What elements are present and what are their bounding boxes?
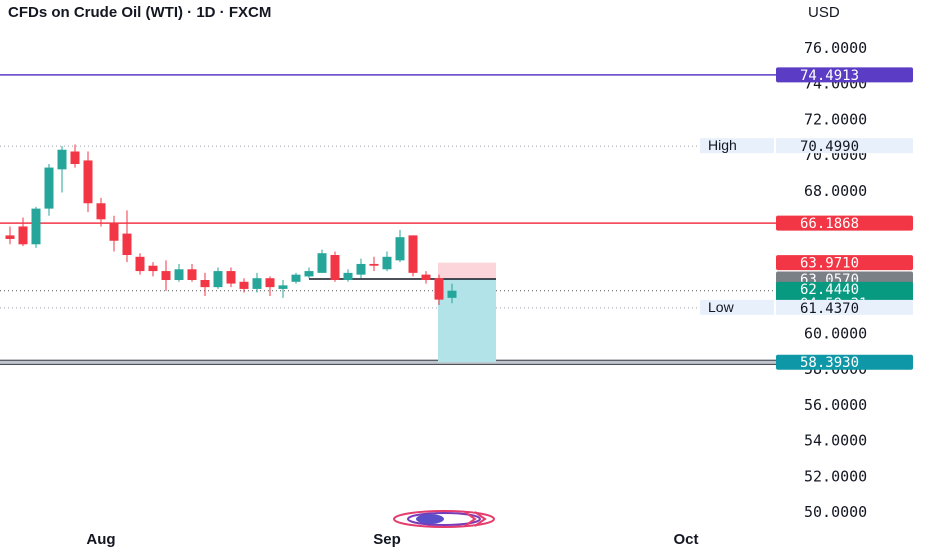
low-tag: Low (708, 299, 735, 315)
candle-body (83, 160, 93, 204)
currency-label: USD (808, 4, 840, 21)
candle-body (330, 255, 340, 280)
candles (5, 144, 457, 305)
stop-loss-zone (438, 262, 496, 279)
low-tag-bg (700, 299, 774, 315)
purple-price-badge: 74.4913 (800, 68, 859, 84)
candle-body (5, 235, 15, 239)
y-tick-label: 54.0000 (804, 432, 867, 450)
stop-price-badge: 63.9710 (800, 256, 859, 272)
candle-body (226, 271, 236, 284)
candle-body (434, 278, 444, 300)
candle-body (395, 237, 405, 261)
candle-body (382, 256, 392, 270)
take-profit-zone (438, 278, 496, 363)
y-tick-label: 68.0000 (804, 182, 867, 200)
candle-body (343, 272, 353, 280)
y-tick-label: 52.0000 (804, 467, 867, 485)
y-tick-label: 76.0000 (804, 39, 867, 57)
candle-body (239, 281, 249, 289)
high-tag-bg (700, 138, 774, 154)
candle-body (278, 285, 288, 289)
candle-body (304, 271, 314, 277)
red-price-badge-bg (776, 215, 913, 231)
candle-body (408, 235, 418, 273)
x-tick-label: Sep (373, 531, 401, 548)
candle-body (174, 269, 184, 280)
low-value: 61.4370 (800, 301, 859, 317)
high-tag: High (708, 137, 737, 153)
candle-body (213, 271, 223, 288)
candle-body (369, 263, 379, 266)
candle-body (96, 203, 106, 220)
candle-body (70, 151, 80, 164)
y-tick-label: 50.0000 (804, 503, 867, 521)
purple-price-badge-bg (776, 67, 913, 83)
candle-body (31, 208, 41, 245)
support-price-badge-bg (776, 354, 913, 370)
candle-body (161, 271, 171, 280)
stop-price-badge-bg (776, 255, 913, 271)
high-value: 70.4990 (800, 139, 859, 155)
candle-body (265, 278, 275, 288)
candle-body (447, 290, 457, 298)
candle-body (148, 265, 158, 272)
x-tick-label: Oct (673, 531, 698, 548)
high-value-bg (776, 138, 913, 154)
y-tick-label: 72.0000 (804, 110, 867, 128)
x-axis: Aug Sep Oct (86, 531, 698, 548)
chart-title: CFDs on Crude Oil (WTI) · 1D · FXCM (8, 4, 272, 21)
candle-body (317, 253, 327, 273)
red-price-badge: 66.1868 (800, 216, 859, 232)
y-tick-label: 60.0000 (804, 325, 867, 343)
candle-body (291, 274, 301, 282)
low-value-bg (776, 299, 913, 315)
candle-body (18, 226, 28, 245)
current-price-badge: 62.4440 (800, 282, 859, 298)
guides (0, 74, 776, 365)
candle-body (187, 269, 197, 280)
candle-body (252, 278, 262, 289)
x-tick-label: Aug (86, 531, 115, 548)
candle-body (122, 233, 132, 256)
candle-body (356, 263, 366, 275)
y-tick-label: 56.0000 (804, 396, 867, 414)
candle-body (109, 222, 119, 241)
candle-body (200, 280, 210, 288)
candle-body (57, 149, 67, 170)
candle-body (421, 274, 431, 280)
candle-body (44, 167, 54, 209)
price-badges: 74.491366.186863.971063.057062.444004:59… (700, 67, 913, 371)
support-price-badge: 58.3930 (800, 355, 859, 371)
brand-logo (393, 510, 495, 528)
candle-body (135, 256, 145, 272)
